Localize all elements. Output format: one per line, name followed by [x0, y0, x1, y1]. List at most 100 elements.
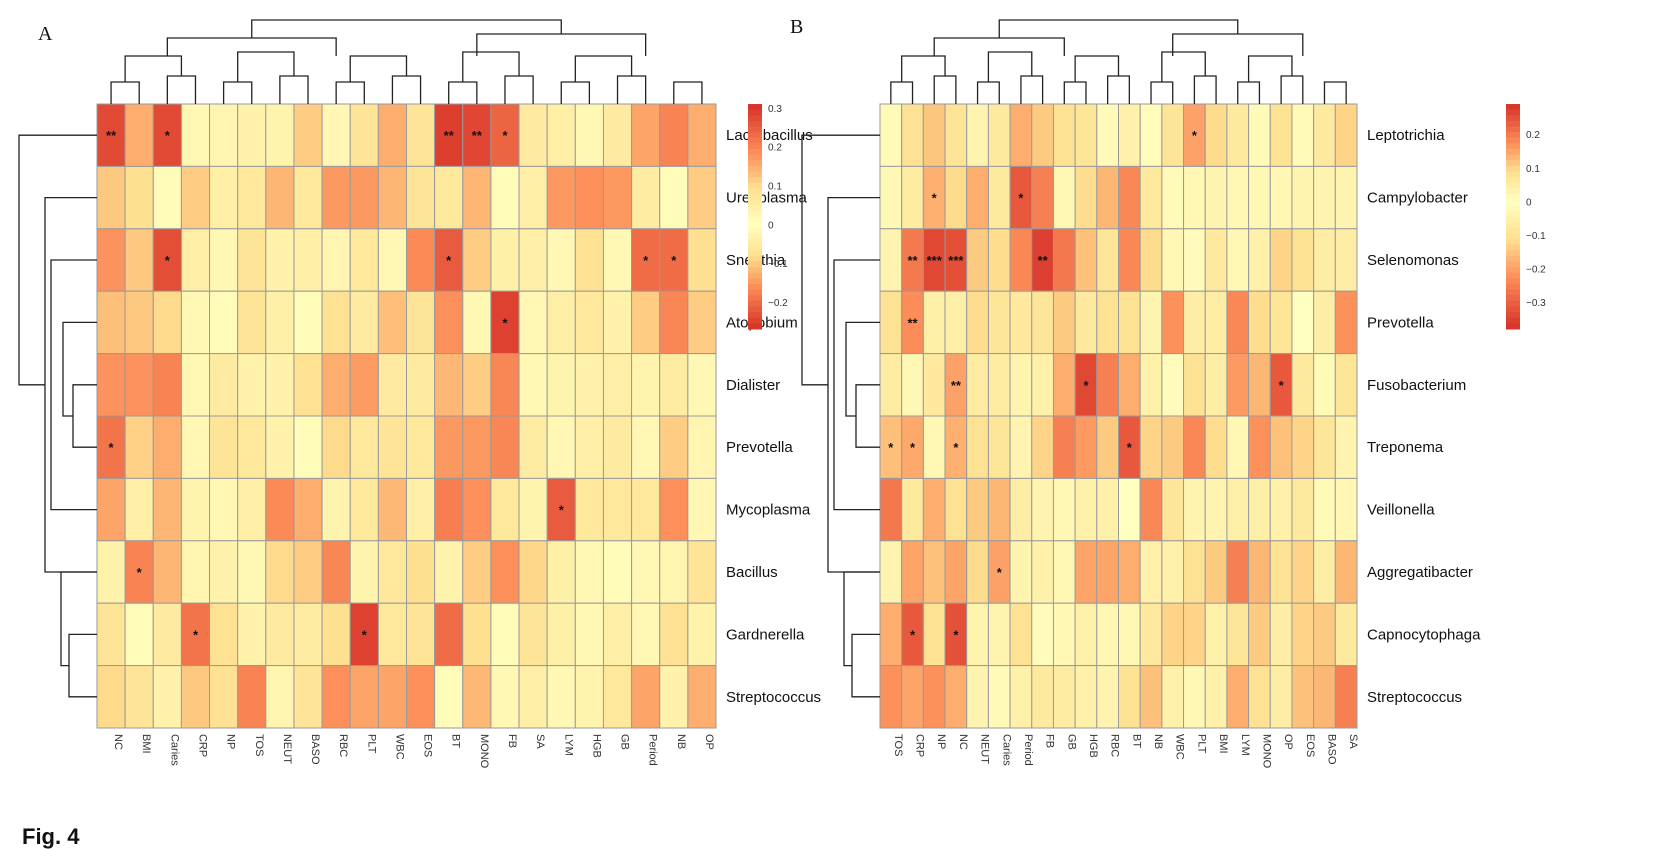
color-legend: 0.3 0.2 0.1 0 −0.1 −0.2	[748, 104, 788, 330]
heatmap-cell	[659, 415, 689, 479]
heatmap-cell	[124, 103, 154, 167]
legend-swatch	[1506, 210, 1520, 217]
heatmap-cell	[180, 228, 211, 292]
heatmap-cell	[1161, 290, 1185, 355]
dendrogram-branch	[1063, 81, 1087, 104]
heatmap-cell	[1291, 353, 1315, 417]
heatmap-cell	[1313, 415, 1336, 479]
heatmap-cell	[1139, 665, 1163, 729]
heatmap-cell	[490, 665, 520, 729]
dendrogram-branch	[1161, 51, 1206, 82]
heatmap-cell	[209, 103, 239, 167]
row-label: Prevotella	[1367, 314, 1434, 331]
heatmap-cell	[1313, 290, 1336, 355]
heatmap-cell	[1226, 353, 1250, 417]
legend-swatch	[1506, 132, 1520, 139]
heatmap-cell	[434, 290, 464, 355]
heatmap-cell	[1334, 103, 1358, 167]
dendrogram-branch	[504, 75, 534, 104]
legend-tick-label: −0.1	[1526, 231, 1546, 242]
heatmap-cell	[518, 540, 548, 604]
legend-swatch	[748, 177, 762, 184]
heatmap-cell	[293, 415, 323, 479]
heatmap-cell	[406, 540, 436, 604]
heatmap-cell	[96, 540, 126, 604]
heatmap-cell	[546, 290, 576, 355]
heatmap-cell	[1248, 415, 1271, 479]
heatmap-cell	[1183, 353, 1206, 417]
heatmap-cell	[1204, 540, 1228, 604]
heatmap-panel-b: B** *** *** *** ****** * ** * * *** *LeptotrichiaC…	[790, 16, 1546, 769]
heatmap-cell	[1313, 540, 1336, 604]
heatmap-cell	[265, 103, 295, 167]
dendrogram-branch	[901, 55, 946, 82]
legend-swatch	[748, 244, 762, 251]
heatmap-cell	[209, 415, 239, 479]
heatmap-cell	[1269, 665, 1293, 729]
heatmap-cell	[1204, 103, 1228, 167]
heatmap-cell	[349, 477, 379, 542]
heatmap-cell	[944, 665, 968, 729]
heatmap-cell	[602, 602, 633, 667]
heatmap-cell	[1096, 665, 1120, 729]
heatmap-cell	[1074, 415, 1098, 479]
heatmap-cell	[1096, 477, 1120, 542]
heatmap-cell	[1334, 665, 1358, 729]
column-label: RBC	[1109, 734, 1121, 757]
significance-mark: **	[907, 315, 918, 330]
heatmap-cell	[349, 165, 379, 230]
column-label: MONO	[478, 734, 490, 769]
heatmap-cell	[462, 165, 492, 230]
dendrogram-branch	[462, 51, 520, 82]
significance-mark: *	[953, 627, 959, 642]
heatmap-cell	[546, 477, 576, 542]
column-dendrogram	[110, 19, 703, 104]
heatmap-cell	[152, 540, 182, 604]
heatmap-cell	[265, 665, 295, 729]
heatmap-cell	[1226, 540, 1250, 604]
heatmap-cell	[659, 353, 689, 417]
heatmap-cell	[1009, 477, 1033, 542]
heatmap-cell	[1204, 353, 1228, 417]
heatmap-cell	[1248, 540, 1271, 604]
significance-mark: *	[1083, 378, 1089, 393]
heatmap-cell	[944, 477, 968, 542]
heatmap-cell	[1052, 415, 1076, 479]
legend-swatch	[1506, 300, 1520, 307]
heatmap-cell	[1313, 228, 1336, 292]
heatmap-cell	[1291, 415, 1315, 479]
dendrogram-branch	[833, 259, 880, 511]
heatmap-panel-a: A** * ** ** ** * * ****** *LactobacillusUreaplas…	[18, 19, 821, 769]
column-label: CRP	[196, 734, 208, 757]
row-label: Selenomonas	[1367, 252, 1459, 269]
heatmap-cell	[321, 228, 351, 292]
heatmap-cell	[1052, 540, 1076, 604]
dendrogram-branch	[1237, 81, 1261, 104]
heatmap-cell	[574, 228, 604, 292]
heatmap-cell	[265, 290, 295, 355]
heatmap-cell	[901, 665, 924, 729]
heatmap-cell	[922, 540, 946, 604]
legend-swatch	[748, 227, 762, 234]
legend-swatch	[1506, 194, 1520, 201]
heatmap-cell	[546, 103, 576, 167]
heatmap-cell	[265, 540, 295, 604]
heatmap-cell	[1031, 665, 1054, 729]
heatmap-cell	[1139, 540, 1163, 604]
panel-letter: B	[790, 16, 803, 38]
legend-swatch	[748, 143, 762, 150]
heatmap-cell	[687, 665, 717, 729]
heatmap-cell	[966, 353, 989, 417]
heatmap-cell	[1248, 228, 1271, 292]
heatmap-cell	[631, 228, 661, 292]
column-label: NEUT	[281, 734, 293, 764]
heatmap-cell	[1226, 103, 1250, 167]
heatmap-cell	[901, 165, 924, 230]
legend-swatch	[1506, 227, 1520, 234]
heatmap-cell	[96, 477, 126, 542]
heatmap-cell	[1183, 165, 1206, 230]
column-dendrogram	[890, 19, 1347, 104]
heatmap-cell	[293, 602, 323, 667]
heatmap-cell	[406, 665, 436, 729]
heatmap-cell	[180, 665, 211, 729]
